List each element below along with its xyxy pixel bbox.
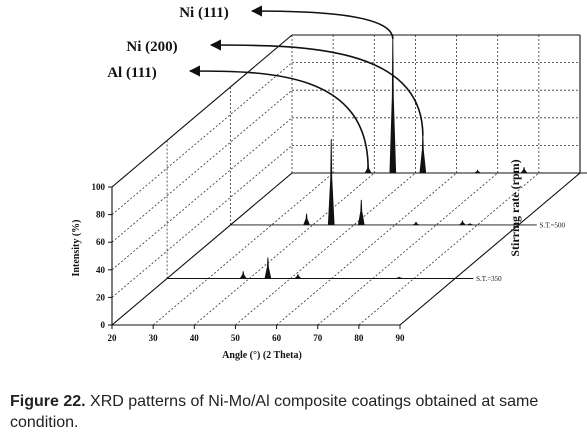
grid-depth-line: [235, 172, 416, 326]
peak-annotation-arrow: [250, 5, 394, 40]
peak-annotation-label: Ni (111): [179, 5, 229, 21]
x-tick-label: 20: [108, 333, 118, 343]
figure-number: Figure 22.: [10, 393, 86, 410]
frame-edge: [399, 172, 581, 326]
series-label: S.T.=350: [476, 275, 502, 283]
x-tick-label: 80: [354, 333, 364, 343]
frame-edge: [111, 172, 293, 326]
grid-side-line: [111, 145, 293, 298]
peak-annotation-arrow: [188, 65, 369, 169]
peak-annotation-label: Ni (200): [126, 39, 177, 55]
x-tick-label: 50: [231, 333, 241, 343]
y-axis-title: Intensity (%): [71, 220, 82, 277]
caption-text: XRD patterns of Ni-Mo/Al composite coati…: [10, 393, 539, 431]
series-label: S.T.=500: [539, 221, 565, 229]
grid-side-line: [111, 117, 293, 271]
figure-caption: Figure 22. XRD patterns of Ni-Mo/Al comp…: [10, 391, 580, 433]
x-tick-label: 90: [396, 333, 406, 343]
x-tick-label: 30: [149, 333, 159, 343]
peak-annotations: Ni (111) Ni (200) Al (111): [107, 5, 424, 169]
y-tick-label: 80: [96, 210, 106, 220]
grid-depth-line: [317, 172, 498, 326]
chart-frame: [111, 34, 581, 326]
grid-side-line: [111, 89, 293, 243]
x-axis-title: Angle (°) (2 Theta): [222, 350, 302, 361]
grid-depth-line: [358, 172, 540, 326]
grid-depth-line: [276, 172, 457, 326]
y-tick-label: 100: [92, 182, 106, 192]
y-tick-label: 20: [96, 292, 106, 302]
x-tick-label: 40: [190, 333, 200, 343]
series-trace: [229, 138, 537, 226]
y-tick-label: 60: [96, 237, 106, 247]
frame-edge: [111, 34, 293, 188]
grid-depth-line: [194, 172, 375, 326]
peak-annotation-label: Al (111): [107, 65, 157, 81]
peak-annotation-arrow: [209, 39, 424, 136]
y-tick-label: 40: [96, 265, 106, 275]
grid-depth-line: [152, 172, 334, 326]
series-trace: [166, 257, 474, 279]
z-axis-title: Stirring rate (rpm): [508, 159, 522, 256]
x-tick-label: 70: [313, 333, 323, 343]
series-trace: [291, 34, 587, 174]
grid-side-line: [111, 62, 293, 215]
x-tick-label: 60: [272, 333, 282, 343]
y-tick-label: 0: [101, 320, 106, 330]
